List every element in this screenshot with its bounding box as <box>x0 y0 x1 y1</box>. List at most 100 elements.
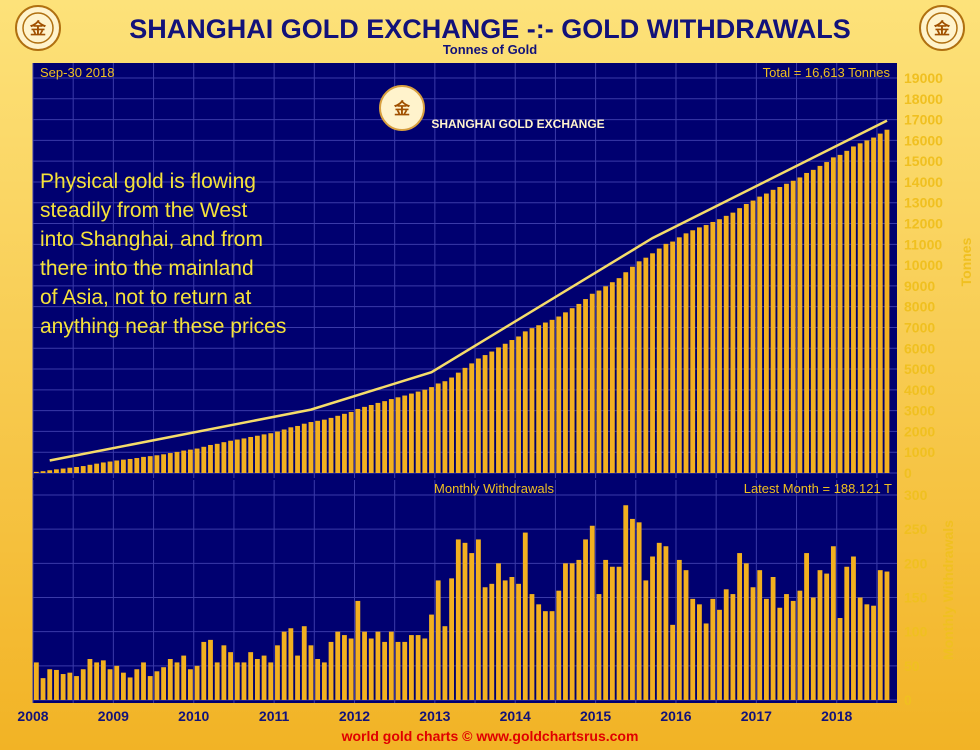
monthly-bar <box>422 638 428 700</box>
cumulative-bar <box>650 253 655 473</box>
svg-text:金: 金 <box>29 19 47 38</box>
chart-subtitle: Tonnes of Gold <box>442 42 538 57</box>
cumulative-bar <box>542 322 548 473</box>
monthly-bar <box>382 641 388 700</box>
monthly-bar <box>864 604 870 700</box>
cumulative-bar <box>335 415 341 473</box>
cumulative-bar <box>348 411 354 473</box>
annotation: Physical gold is flowing steadily from t… <box>40 170 286 338</box>
cumulative-bar <box>690 230 696 473</box>
monthly-bar <box>388 631 394 700</box>
monthly-bar <box>576 559 582 700</box>
logo-text: SHANGHAI GOLD EXCHANGE <box>431 117 604 131</box>
cumulative-bar <box>864 140 870 473</box>
monthly-bar <box>804 553 809 700</box>
top-y-tick-label: 14000 <box>904 174 943 190</box>
monthly-bar <box>743 563 749 700</box>
monthly-bar <box>643 580 649 700</box>
monthly-bar <box>33 662 39 700</box>
top-y-tick-label: 13000 <box>904 195 943 211</box>
monthly-bar <box>690 598 696 700</box>
top-y-tick-label: 2000 <box>904 423 935 439</box>
monthly-bar <box>335 631 341 700</box>
cumulative-bar <box>315 420 321 473</box>
cumulative-bar <box>100 462 106 473</box>
monthly-bar <box>710 598 716 700</box>
monthly-bar <box>737 553 743 700</box>
cumulative-bar <box>777 186 783 473</box>
cumulative-bar <box>502 343 508 473</box>
top-y-tick-label: 17000 <box>904 112 943 128</box>
cumulative-bar <box>810 169 816 473</box>
cumulative-bar <box>455 372 461 473</box>
monthly-bar <box>40 678 46 700</box>
cumulative-bar <box>208 444 213 473</box>
cumulative-bar <box>161 454 167 473</box>
monthly-bar <box>475 539 481 700</box>
bottom-y-tick-label: 50 <box>904 658 920 674</box>
top-y-tick-label: 19000 <box>904 70 943 86</box>
cumulative-bar <box>388 399 394 473</box>
annotation-line: there into the mainland <box>40 257 254 280</box>
top-y-tick-label: 10000 <box>904 257 943 273</box>
cumulative-bar <box>763 193 769 473</box>
cumulative-bar <box>475 358 481 473</box>
monthly-bar <box>489 583 495 700</box>
top-y-tick-label: 9000 <box>904 278 935 294</box>
bottom-y-tick-label: 0 <box>904 692 912 708</box>
monthly-bar <box>455 539 461 700</box>
monthly-bar <box>315 659 321 700</box>
monthly-bar <box>321 662 327 700</box>
monthly-bar <box>114 665 120 700</box>
monthly-bar <box>790 600 796 700</box>
cumulative-bar <box>429 387 434 473</box>
monthly-bar <box>395 641 401 700</box>
top-y-tick-label: 5000 <box>904 361 935 377</box>
cumulative-bar <box>616 278 622 473</box>
left-seal-icon: 金 <box>15 5 61 51</box>
monthly-bar <box>268 662 274 700</box>
monthly-bar <box>663 546 669 700</box>
cumulative-trend-line <box>49 119 888 462</box>
monthly-bar <box>777 607 783 700</box>
logo-seal-text: 金 <box>393 99 411 118</box>
bottom-y-axis: 0 50 100 150 200 250 300 <box>904 487 928 708</box>
cumulative-bar <box>697 227 702 473</box>
x-tick-label: 2013 <box>419 708 450 724</box>
annotation-line: of Asia, not to return at <box>40 286 251 309</box>
monthly-bar <box>194 665 200 700</box>
cumulative-bar <box>469 363 475 473</box>
annotation-line: anything near these prices <box>40 315 286 338</box>
monthly-bar <box>228 652 233 700</box>
x-tick-label: 2011 <box>259 708 290 724</box>
monthly-bar <box>87 659 93 700</box>
bottom-y-tick-label: 200 <box>904 555 928 571</box>
monthly-bar <box>409 635 414 700</box>
monthly-bar <box>830 546 836 700</box>
monthly-bar <box>435 580 441 700</box>
cumulative-bar <box>576 303 582 473</box>
cumulative-bar <box>770 189 776 473</box>
top-y-tick-label: 3000 <box>904 403 935 419</box>
cumulative-bar <box>409 393 414 473</box>
cumulative-bar <box>643 257 649 473</box>
monthly-bar <box>301 626 307 700</box>
monthly-bar <box>415 635 421 700</box>
monthly-bar <box>214 662 220 700</box>
cumulative-bar <box>804 172 809 473</box>
cumulative-bar <box>703 225 709 473</box>
cumulative-bar <box>589 293 595 473</box>
cumulative-bar <box>87 464 93 473</box>
cumulative-bar <box>402 395 408 473</box>
monthly-bar <box>797 590 803 700</box>
monthly-bar <box>549 611 555 700</box>
monthly-bar <box>757 570 763 700</box>
monthly-title: Monthly Withdrawals <box>434 481 554 496</box>
cumulative-bar <box>663 243 669 473</box>
cumulative-bar <box>268 433 274 473</box>
monthly-bar <box>871 605 876 700</box>
cumulative-bar <box>884 129 890 473</box>
cumulative-bar <box>275 431 280 473</box>
cumulative-bars <box>33 129 890 474</box>
